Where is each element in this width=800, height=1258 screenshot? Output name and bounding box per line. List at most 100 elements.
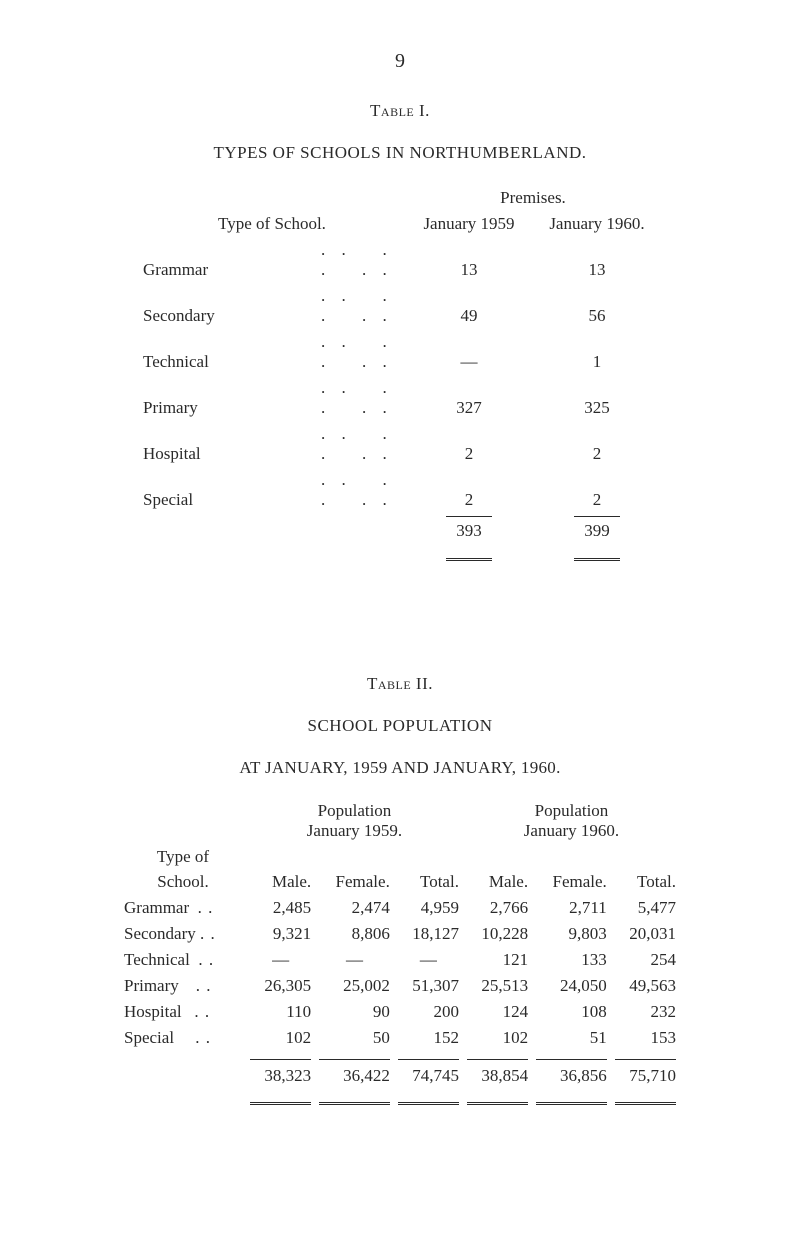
double-rule — [536, 1102, 607, 1106]
double-rule — [398, 1102, 459, 1106]
page-number: 9 — [120, 50, 680, 73]
row-label: Special — [139, 467, 317, 513]
cell: — — [246, 947, 315, 973]
cell: 49 — [405, 283, 533, 329]
row-label: Primary — [139, 375, 317, 421]
cell: 254 — [611, 947, 680, 973]
cell: 9,321 — [246, 921, 315, 947]
double-rule — [467, 1102, 528, 1106]
table-row: Secondary . . . . . . 49 56 — [139, 283, 661, 329]
table-row: Hospital . . 110 90 200 124 108 232 — [120, 999, 680, 1025]
cell: 110 — [246, 999, 315, 1025]
row-label: Hospital — [124, 1002, 182, 1021]
total-1960: 399 — [574, 516, 620, 541]
school-header: School. — [120, 870, 246, 895]
leader-dots: . . . . . . — [317, 467, 405, 513]
total-cell: 36,422 — [319, 1059, 390, 1086]
col-female-1960: Female. — [532, 870, 611, 895]
total-cell: 74,745 — [398, 1059, 459, 1086]
cell: 2 — [405, 421, 533, 467]
table-row: Technical . . — — — 121 133 254 — [120, 947, 680, 973]
total-cell: 38,854 — [467, 1059, 528, 1086]
cell: 25,513 — [463, 973, 532, 999]
pop-1960-header: PopulationJanuary 1960. — [463, 798, 680, 844]
table-row: Special . . 102 50 152 102 51 153 — [120, 1025, 680, 1051]
cell: 200 — [394, 999, 463, 1025]
cell: 232 — [611, 999, 680, 1025]
table-2-total-row: 38,323 36,422 74,745 38,854 36,856 75,71… — [120, 1051, 680, 1089]
cell: 327 — [405, 375, 533, 421]
cell: 102 — [463, 1025, 532, 1051]
table-1-title: TYPES OF SCHOOLS IN NORTHUMBERLAND. — [120, 143, 680, 163]
cell: 2,711 — [532, 895, 611, 921]
table-1-total-row: 393 399 — [139, 513, 661, 544]
cell: 56 — [533, 283, 661, 329]
type-of-header: Type of — [120, 844, 246, 870]
table-1: Premises. Type of School. January 1959 J… — [139, 185, 661, 570]
table-1-col-1959: January 1959 — [405, 211, 533, 237]
cell: 133 — [532, 947, 611, 973]
col-male-1960: Male. — [463, 870, 532, 895]
table-2-subtitle: AT JANUARY, 1959 AND JANUARY, 1960. — [120, 758, 680, 778]
cell: 2,474 — [315, 895, 394, 921]
table-row: Primary . . 26,305 25,002 51,307 25,513 … — [120, 973, 680, 999]
leader-dots: . . — [194, 1002, 210, 1021]
double-rule — [446, 558, 492, 562]
cell: — — [394, 947, 463, 973]
cell: 49,563 — [611, 973, 680, 999]
table-row: Grammar . . . . . . 13 13 — [139, 237, 661, 283]
cell: 18,127 — [394, 921, 463, 947]
cell: 2 — [533, 421, 661, 467]
leader-dots: . . . . . . — [317, 283, 405, 329]
cell: 152 — [394, 1025, 463, 1051]
cell: 2 — [533, 467, 661, 513]
cell: — — [315, 947, 394, 973]
cell: 121 — [463, 947, 532, 973]
table-2: PopulationJanuary 1959. PopulationJanuar… — [120, 798, 680, 1114]
double-rule — [250, 1102, 311, 1106]
table-row: Special . . . . . . 2 2 — [139, 467, 661, 513]
double-rule — [615, 1102, 676, 1106]
table-1-col-1960: January 1960. — [533, 211, 661, 237]
cell: 2,766 — [463, 895, 532, 921]
leader-dots: . . . . . . — [317, 237, 405, 283]
cell: 4,959 — [394, 895, 463, 921]
leader-dots: . . — [198, 898, 214, 917]
double-rule — [574, 558, 620, 562]
double-rule — [319, 1102, 390, 1106]
cell: 102 — [246, 1025, 315, 1051]
table-1-type-header: Type of School. — [139, 211, 405, 237]
cell: 1 — [533, 329, 661, 375]
leader-dots: . . — [196, 976, 212, 995]
cell: 9,803 — [532, 921, 611, 947]
cell: 20,031 — [611, 921, 680, 947]
cell: 13 — [533, 237, 661, 283]
cell: 25,002 — [315, 973, 394, 999]
row-label: Secondary — [124, 924, 196, 943]
total-1959: 393 — [446, 516, 492, 541]
row-label: Secondary — [139, 283, 317, 329]
total-cell: 75,710 — [615, 1059, 676, 1086]
cell: 2,485 — [246, 895, 315, 921]
col-male-1959: Male. — [246, 870, 315, 895]
cell: 8,806 — [315, 921, 394, 947]
cell: 51,307 — [394, 973, 463, 999]
row-label: Hospital — [139, 421, 317, 467]
cell: 90 — [315, 999, 394, 1025]
cell: 124 — [463, 999, 532, 1025]
table-2-label: Table II. — [120, 674, 680, 694]
table-1-label: Table I. — [120, 101, 680, 121]
table-row: Hospital . . . . . . 2 2 — [139, 421, 661, 467]
table-row: Grammar . . 2,485 2,474 4,959 2,766 2,71… — [120, 895, 680, 921]
cell: 325 — [533, 375, 661, 421]
row-label: Special — [124, 1028, 174, 1047]
row-label: Primary — [124, 976, 179, 995]
total-cell: 38,323 — [250, 1059, 311, 1086]
cell: — — [405, 329, 533, 375]
row-label: Grammar — [124, 898, 189, 917]
cell: 24,050 — [532, 973, 611, 999]
table-row: Secondary . . 9,321 8,806 18,127 10,228 … — [120, 921, 680, 947]
col-total-1959: Total. — [394, 870, 463, 895]
leader-dots: . . — [198, 950, 214, 969]
total-cell: 36,856 — [536, 1059, 607, 1086]
